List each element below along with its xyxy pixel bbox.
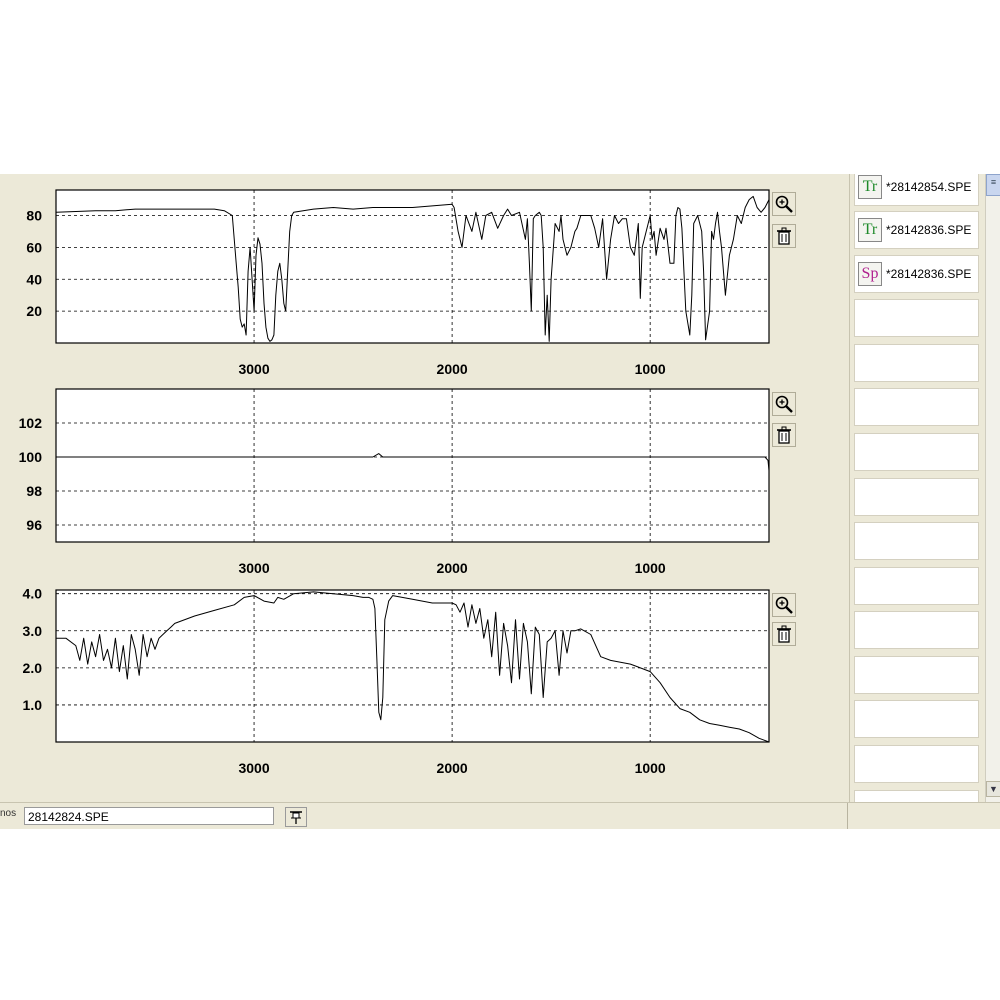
x-tick-label: 1000	[635, 361, 666, 377]
x-tick-label: 2000	[437, 760, 468, 776]
y-tick-label: 20	[26, 303, 42, 319]
empty-slot[interactable]	[854, 745, 979, 783]
zoom-in-icon	[775, 395, 793, 413]
y-tick-label: 80	[26, 208, 42, 224]
scroll-thumb[interactable]: ≡	[986, 174, 1000, 196]
y-tick-label: 1.0	[23, 697, 43, 713]
spectra-pane: 3000 2000 1000 20 40 60 80 3000 2000 1000 96 98 100 1…	[0, 174, 848, 802]
file-name: *28142836.SPE	[886, 223, 972, 237]
file-list-panel: Tr *28142854.SPE Tr *28142836.SPE Sp *28…	[849, 174, 1000, 802]
empty-slot[interactable]	[854, 433, 979, 471]
x-tick-label: 2000	[437, 560, 468, 576]
x-tick-label: 3000	[238, 361, 269, 377]
scroll-down-icon[interactable]: ▼	[986, 781, 1000, 797]
trash-icon	[777, 227, 791, 245]
x-tick-label: 3000	[238, 760, 269, 776]
app-window: 3000 2000 1000 20 40 60 80 3000 2000 1000 96 98 100 1…	[0, 174, 1000, 829]
empty-slot[interactable]	[854, 388, 979, 426]
trash-icon	[777, 426, 791, 444]
plot-area	[55, 189, 770, 344]
file-tag: Sp	[858, 262, 882, 286]
status-bar: nos 28142824.SPE	[0, 802, 1000, 829]
zoom-button-1[interactable]	[772, 192, 796, 216]
empty-slot[interactable]	[854, 522, 979, 560]
x-tick-label: 3000	[238, 560, 269, 576]
file-name: *28142836.SPE	[886, 267, 972, 281]
spectrum-line	[56, 195, 770, 342]
file-item-2[interactable]: Tr *28142836.SPE	[854, 211, 979, 249]
file-tag: Tr	[858, 175, 882, 199]
status-divider	[847, 803, 848, 829]
filename-field[interactable]: 28142824.SPE	[24, 807, 274, 825]
empty-slot[interactable]	[854, 567, 979, 605]
delete-button-2[interactable]	[772, 423, 796, 447]
pin-icon	[290, 811, 302, 824]
file-item-1[interactable]: Tr *28142854.SPE	[854, 174, 979, 206]
empty-slot[interactable]	[854, 299, 979, 337]
empty-slot[interactable]	[854, 344, 979, 382]
empty-slot[interactable]	[854, 656, 979, 694]
status-label: nos	[0, 808, 17, 819]
x-tick-label: 2000	[437, 361, 468, 377]
spectra-charts: 3000 2000 1000 20 40 60 80 3000 2000 1000 96 98 100 1…	[19, 189, 770, 776]
file-name: *28142854.SPE	[886, 180, 972, 194]
file-tag: Tr	[858, 218, 882, 242]
plot-area	[55, 589, 770, 743]
file-list-scrollbar[interactable]: ▲ ≡ ▼	[985, 174, 1000, 802]
chart-panel-1[interactable]: 3000 2000 1000 20 40 60 80	[26, 189, 770, 377]
plot-area	[55, 388, 770, 543]
zoom-button-2[interactable]	[772, 392, 796, 416]
file-list: Tr *28142854.SPE Tr *28142836.SPE Sp *28…	[854, 174, 981, 802]
x-tick-label: 1000	[635, 560, 666, 576]
file-item-3[interactable]: Sp *28142836.SPE	[854, 255, 979, 293]
y-tick-label: 3.0	[23, 623, 43, 639]
empty-slot[interactable]	[854, 790, 979, 802]
chart-panel-3[interactable]: 3000 2000 1000 1.0 2.0 3.0 4.0	[23, 586, 770, 776]
y-tick-label: 40	[26, 271, 42, 287]
y-tick-label: 96	[26, 517, 42, 533]
pin-button[interactable]	[285, 807, 307, 827]
trash-icon	[777, 625, 791, 643]
y-tick-label: 98	[26, 483, 42, 499]
y-tick-label: 102	[19, 415, 43, 431]
y-tick-label: 100	[19, 449, 43, 465]
zoom-in-icon	[775, 596, 793, 614]
spectrum-line	[56, 453, 770, 471]
y-tick-label: 2.0	[23, 660, 43, 676]
y-tick-label: 4.0	[23, 586, 43, 602]
empty-slot[interactable]	[854, 700, 979, 738]
y-tick-label: 60	[26, 239, 42, 255]
x-tick-label: 1000	[635, 760, 666, 776]
chart-panel-2[interactable]: 3000 2000 1000 96 98 100 102	[19, 388, 770, 576]
delete-button-1[interactable]	[772, 224, 796, 248]
delete-button-3[interactable]	[772, 622, 796, 646]
spectrum-line	[56, 591, 770, 743]
zoom-in-icon	[775, 195, 793, 213]
empty-slot[interactable]	[854, 611, 979, 649]
empty-slot[interactable]	[854, 478, 979, 516]
zoom-button-3[interactable]	[772, 593, 796, 617]
